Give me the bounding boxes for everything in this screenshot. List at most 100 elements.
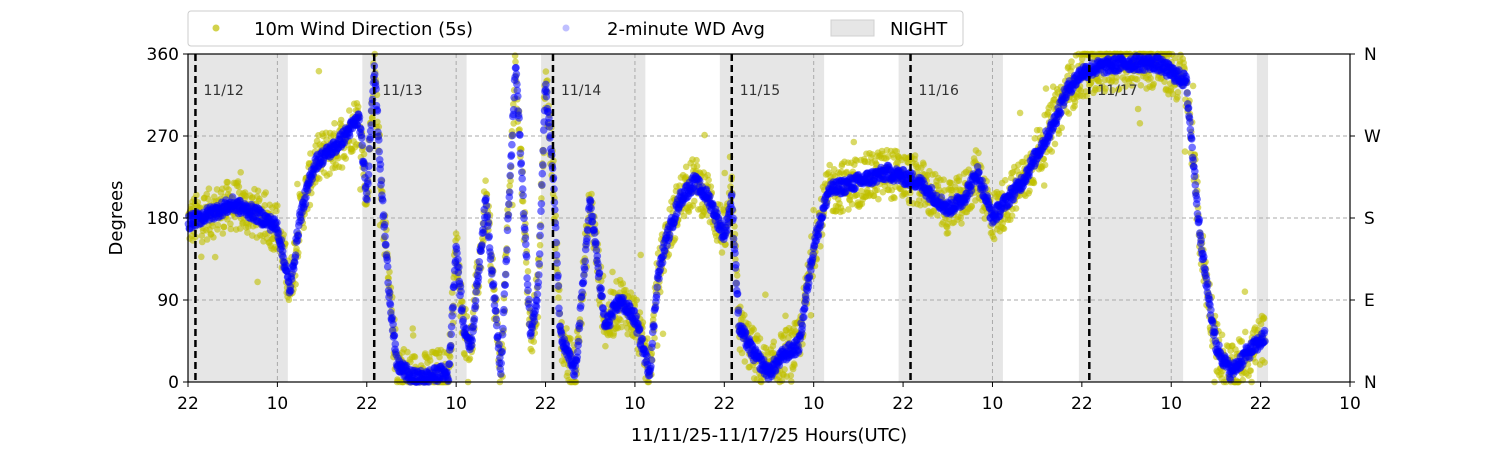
point-wd-avg	[449, 303, 457, 311]
point-wd-avg	[579, 278, 588, 286]
point-wd-avg	[533, 297, 541, 305]
point-wd-avg	[574, 337, 583, 346]
point-wind-5s	[210, 234, 217, 241]
point-wd-avg	[538, 169, 547, 178]
point-wd-avg	[447, 322, 456, 331]
point-wind-5s	[781, 366, 788, 373]
point-wind-5s	[940, 176, 947, 183]
x-axis-label: 11/11/25-11/17/25 Hours(UTC)	[631, 425, 907, 446]
point-wd-avg	[500, 290, 509, 298]
point-wind-5s	[204, 195, 212, 203]
point-wd-avg	[586, 196, 595, 205]
point-wd-avg	[370, 70, 379, 79]
point-wd-avg	[522, 240, 530, 249]
point-wd-avg	[471, 297, 480, 305]
point-wind-5s	[227, 225, 235, 233]
point-wd-avg	[571, 367, 579, 376]
point-wind-5s	[705, 176, 712, 184]
point-wind-5s	[617, 316, 624, 324]
point-wind-5s	[738, 349, 746, 357]
point-wd-avg	[385, 289, 394, 297]
point-wd-avg	[1187, 135, 1196, 143]
point-wd-avg	[483, 211, 492, 220]
point-wind-5s	[770, 338, 778, 346]
point-wind-5s	[1008, 212, 1016, 219]
point-wd-avg	[537, 200, 546, 208]
point-wd-avg	[447, 330, 456, 339]
point-wd-avg	[539, 161, 547, 169]
point-wd-avg	[525, 303, 534, 312]
point-wind-5s	[762, 291, 769, 299]
point-wind-5s	[807, 312, 815, 319]
point-wind-5s	[1031, 135, 1039, 142]
point-wind-5s	[853, 191, 861, 199]
point-wind-5s	[536, 241, 544, 249]
point-wd-avg	[800, 304, 809, 313]
point-wd-avg	[505, 188, 514, 197]
point-wd-avg	[523, 274, 531, 282]
point-wind-5s	[262, 189, 270, 196]
point-wd-avg	[554, 271, 562, 280]
point-wd-avg	[505, 200, 513, 208]
point-wind-5s	[1026, 187, 1033, 195]
point-wd-avg	[516, 131, 524, 139]
point-wd-avg	[728, 190, 736, 199]
point-wind-5s	[1041, 161, 1049, 169]
y2-tick-label: N	[1364, 373, 1377, 393]
point-wind-5s	[254, 187, 262, 195]
point-wd-avg	[302, 193, 310, 202]
point-wind-5s	[693, 162, 701, 170]
point-wind-5s	[315, 67, 323, 75]
point-wd-avg	[297, 216, 305, 225]
point-wind-5s	[956, 173, 963, 181]
point-wd-avg	[301, 200, 310, 208]
point-wd-avg	[577, 302, 585, 310]
point-wind-5s	[224, 178, 231, 186]
point-wd-avg	[381, 232, 389, 241]
point-wind-5s	[1133, 76, 1141, 83]
x-tick-label: 22	[713, 394, 735, 414]
point-wd-avg	[655, 275, 663, 283]
x-tick-label: 10	[1160, 394, 1182, 414]
x-tick-label: 22	[177, 394, 199, 414]
point-wind-5s	[817, 243, 824, 250]
y-tick-label: 90	[157, 291, 179, 311]
point-wind-5s	[782, 312, 789, 320]
point-wind-5s	[633, 296, 640, 304]
point-wind-5s	[225, 186, 232, 193]
point-wind-5s	[934, 212, 941, 219]
point-wind-5s	[426, 357, 434, 364]
point-wd-avg	[445, 360, 454, 368]
point-wd-avg	[1188, 143, 1196, 152]
point-wind-5s	[1109, 87, 1116, 94]
point-wd-avg	[927, 183, 936, 192]
point-wind-5s	[369, 114, 376, 122]
point-wd-avg	[706, 192, 714, 200]
point-wind-5s	[209, 222, 216, 230]
point-wd-avg	[503, 226, 512, 235]
point-wd-avg	[365, 144, 374, 153]
point-wd-avg	[580, 271, 588, 280]
point-wd-avg	[1197, 236, 1205, 244]
point-wind-5s	[203, 236, 211, 243]
point-wd-avg	[536, 222, 545, 231]
point-wind-5s	[750, 326, 757, 333]
point-wd-avg	[535, 271, 543, 279]
point-wind-5s	[337, 116, 345, 124]
y2-tick-label: S	[1364, 209, 1375, 229]
point-wd-avg	[1205, 295, 1214, 304]
point-wd-avg	[530, 317, 539, 326]
point-wd-avg	[478, 241, 486, 249]
point-wind-5s	[680, 212, 688, 220]
point-wd-avg	[532, 302, 541, 311]
point-wind-5s	[1122, 83, 1129, 90]
point-wd-avg	[608, 313, 617, 321]
point-wind-5s	[1161, 78, 1168, 85]
point-wd-avg	[652, 291, 661, 299]
point-wd-avg	[534, 278, 543, 287]
point-wind-5s	[944, 229, 952, 237]
point-wd-avg	[814, 230, 823, 239]
point-wind-5s	[1247, 367, 1254, 375]
point-wd-avg	[589, 212, 597, 221]
point-wind-5s	[1016, 109, 1024, 117]
